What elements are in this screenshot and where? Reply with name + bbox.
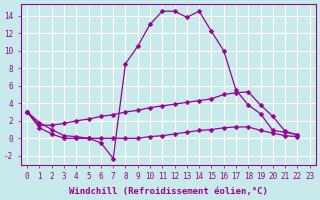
X-axis label: Windchill (Refroidissement éolien,°C): Windchill (Refroidissement éolien,°C) [69, 187, 268, 196]
